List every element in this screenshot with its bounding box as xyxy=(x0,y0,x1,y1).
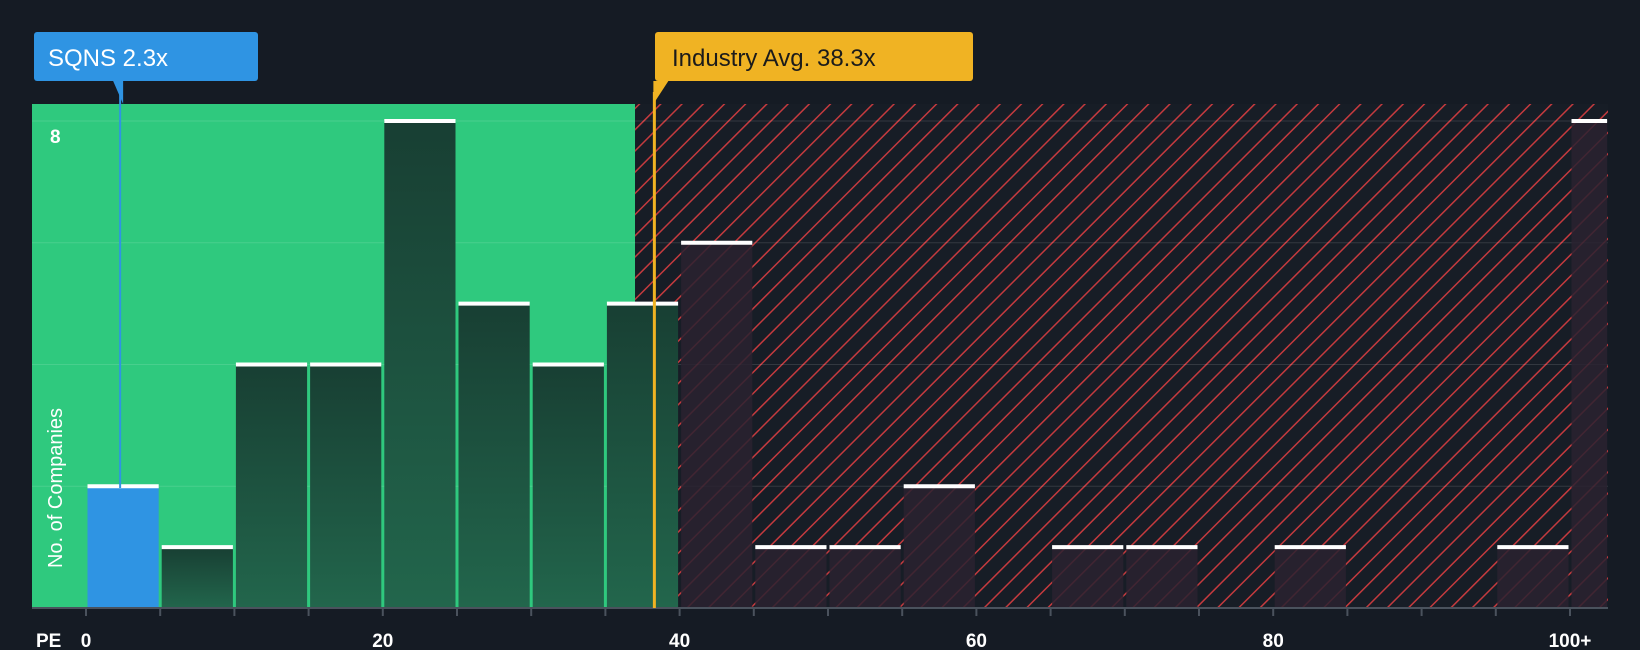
histogram-bar xyxy=(161,547,233,608)
bar-top-cap xyxy=(1126,545,1198,550)
histogram-bar xyxy=(532,364,604,608)
histogram-bar xyxy=(458,303,530,608)
histogram-bar xyxy=(87,486,159,608)
histogram-bar xyxy=(1497,547,1569,608)
industry-callout: Industry Avg. 38.3x xyxy=(653,32,973,104)
bar-top-cap xyxy=(755,545,827,550)
histogram-bars xyxy=(87,119,1608,608)
x-tick-label: 0 xyxy=(81,631,92,650)
bar-top-cap xyxy=(606,301,679,306)
x-tick-label: 100+ xyxy=(1549,631,1592,650)
histogram-bar xyxy=(606,303,679,608)
histogram-bar xyxy=(384,121,456,608)
x-axis-ticks xyxy=(85,608,1571,616)
industry-callout-label: Industry Avg. 38.3x xyxy=(672,45,876,72)
bar-top-cap xyxy=(161,545,233,550)
histogram-bar xyxy=(755,547,827,608)
histogram-bar xyxy=(310,364,382,608)
industry-callout-box xyxy=(655,32,973,81)
company-callout-label: SQNS 2.3x xyxy=(48,45,168,72)
company-callout: SQNS 2.3x xyxy=(34,32,258,104)
histogram-bar xyxy=(681,242,753,608)
company-callout-pointer xyxy=(113,81,124,104)
histogram-bar xyxy=(235,364,308,608)
bar-top-cap xyxy=(681,240,753,245)
bar-top-cap xyxy=(384,119,456,123)
x-axis-label: PE xyxy=(36,631,61,650)
bar-top-cap xyxy=(458,301,530,306)
bar-top-cap xyxy=(1571,119,1608,123)
bar-top-cap xyxy=(1497,545,1569,550)
histogram-bar xyxy=(903,486,975,608)
y-tick-label: 8 xyxy=(50,127,61,148)
company-callout-box xyxy=(34,32,258,81)
histogram-bar xyxy=(1052,547,1124,608)
x-tick-label: 60 xyxy=(966,631,987,650)
bar-top-cap xyxy=(829,545,901,550)
x-tick-label: 40 xyxy=(669,631,690,650)
bar-top-cap xyxy=(310,362,382,367)
bar-top-cap xyxy=(1274,545,1346,550)
bar-top-cap xyxy=(532,362,604,367)
x-tick-label: 20 xyxy=(372,631,393,650)
bar-top-cap xyxy=(1052,545,1124,550)
histogram-bar xyxy=(1571,121,1608,608)
industry-callout-pointer xyxy=(653,81,669,104)
x-tick-labels: 0 20 40 60 80 100+ xyxy=(81,631,1592,650)
y-axis-label: No. of Companies xyxy=(45,408,67,568)
x-tick-label: 80 xyxy=(1263,631,1284,650)
histogram-bar xyxy=(1126,547,1198,608)
bar-top-cap xyxy=(235,362,308,367)
histogram-bar xyxy=(829,547,901,608)
overvalued-zone xyxy=(635,104,1608,608)
histogram-bar xyxy=(1274,547,1346,608)
bar-top-cap xyxy=(87,484,159,489)
bar-top-cap xyxy=(903,484,975,489)
